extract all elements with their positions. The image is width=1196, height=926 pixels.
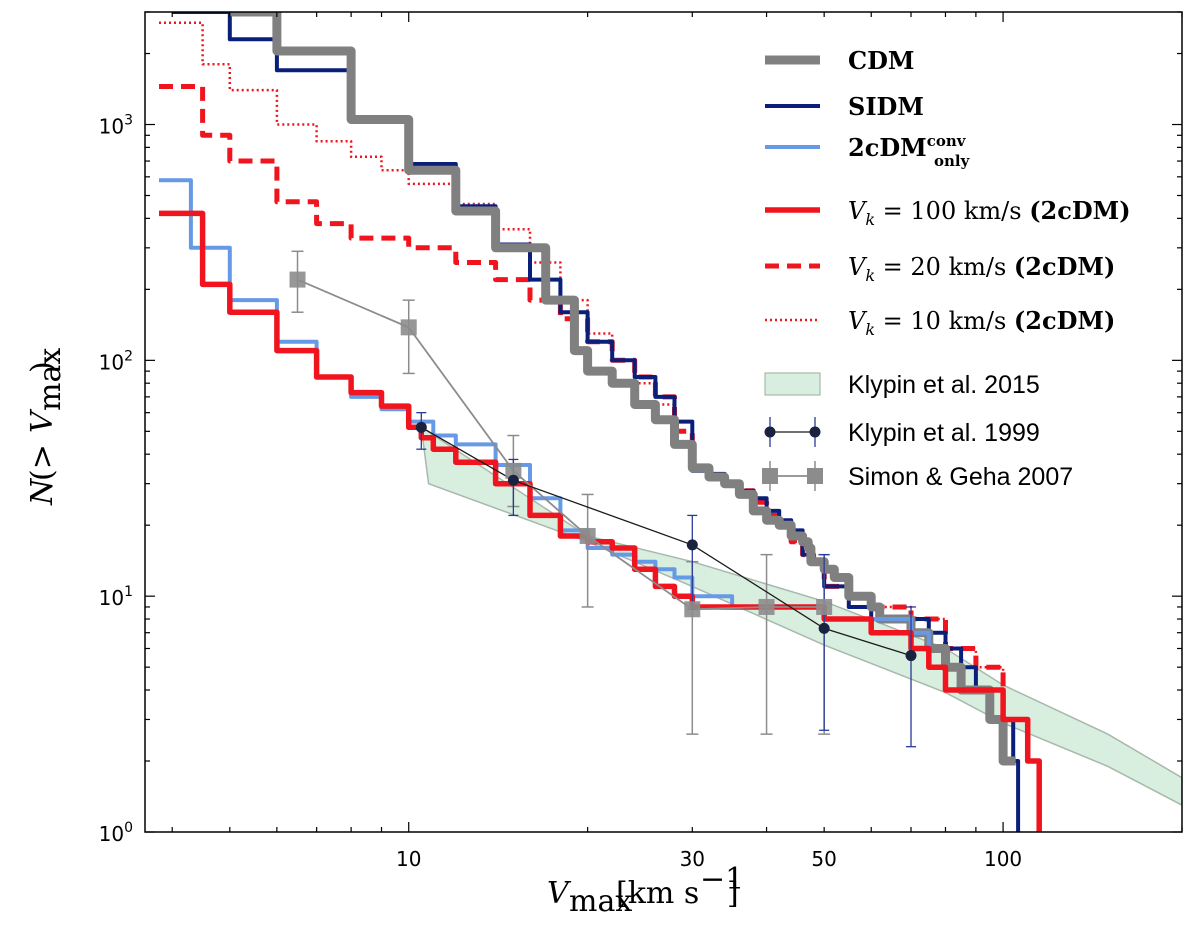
legend-label: CDM <box>848 46 914 75</box>
legend-label: SIDM <box>848 92 924 121</box>
simon-geha-marker <box>505 462 522 479</box>
x-tick-labels: 10 30 50 100 <box>396 847 1022 871</box>
simon-geha-marker <box>400 319 417 336</box>
x-axis-label-sub: max <box>569 884 632 919</box>
legend-item-4: Vk = 20 km/s (2cDM) <box>765 252 1115 285</box>
legend-item-7: Klypin et al. 1999 <box>764 417 1040 447</box>
x-tick-label: 50 <box>811 847 836 871</box>
x-tick-label: 100 <box>984 847 1022 871</box>
simon-geha-marker <box>289 271 306 288</box>
klypin-1999-marker <box>507 474 519 486</box>
y-axis-label-n: N <box>25 477 60 506</box>
x-axis-label-v: V <box>547 876 572 911</box>
legend-item-1: SIDM <box>765 92 924 121</box>
klypin-1999-marker <box>686 539 698 551</box>
legend-handle <box>764 372 821 396</box>
legend-label: Vk = 10 km/s (2cDM) <box>848 306 1115 339</box>
x-axis-label: V max [km s −1 ] <box>547 862 744 919</box>
y-axis-label-sub: max <box>33 348 68 411</box>
y-axis-label-v: V <box>25 408 60 433</box>
legend-label: 2cDMconv only <box>848 132 971 170</box>
x-tick-label: 10 <box>396 847 421 871</box>
y-tick-labels: 100 101 102 103 <box>99 113 133 846</box>
legend-label: Klypin et al. 2015 <box>848 371 1040 399</box>
simon-geha-marker <box>816 598 833 615</box>
x-axis-label-close: ] <box>727 876 739 911</box>
simon-geha-marker <box>758 598 775 615</box>
y-axis-label: N (> V max ) <box>25 348 68 506</box>
legend-marker <box>762 468 778 484</box>
x-tick-label: 30 <box>680 847 705 871</box>
observations-layer <box>289 250 917 748</box>
y-tick-label: 102 <box>99 348 133 374</box>
klypin-1999-marker <box>415 421 427 433</box>
y-tick-label: 100 <box>99 820 133 846</box>
legend-item-2: 2cDMconv only <box>765 132 971 170</box>
series-line-red-solid <box>159 210 1042 832</box>
klypin-1999-marker <box>905 650 917 662</box>
y-axis-label-close: ) <box>25 361 60 373</box>
legend-label: Vk = 100 km/s (2cDM) <box>848 196 1131 229</box>
legend: CDM SIDM 2cDMconv only Vk = 100 km/s (2cDM) V… <box>762 46 1131 491</box>
x-axis-label-exp: −1 <box>700 862 744 897</box>
y-axis-label-open: (> <box>25 444 60 481</box>
legend-label: Klypin et al. 1999 <box>848 419 1040 447</box>
y-tick-label: 103 <box>99 113 133 139</box>
legend-item-3: Vk = 100 km/s (2cDM) <box>765 196 1131 229</box>
legend-item-6: Klypin et al. 2015 <box>764 371 1040 399</box>
legend-marker <box>764 426 776 438</box>
legend-item-8: Simon & Geha 2007 <box>762 461 1073 491</box>
legend-item-5: Vk = 10 km/s (2cDM) <box>765 306 1115 339</box>
plot-frame <box>144 11 1183 833</box>
y-tick-label: 101 <box>99 584 133 610</box>
legend-label: Vk = 20 km/s (2cDM) <box>848 252 1115 285</box>
legend-marker <box>809 426 821 438</box>
simon-geha-marker <box>684 601 701 618</box>
legend-marker <box>807 468 823 484</box>
legend-item-0: CDM <box>765 46 914 75</box>
legend-label: Simon & Geha 2007 <box>848 463 1073 491</box>
simon-geha-marker <box>579 527 596 544</box>
klypin-1999-marker <box>818 622 830 634</box>
x-axis-label-units: [km s <box>616 876 699 911</box>
